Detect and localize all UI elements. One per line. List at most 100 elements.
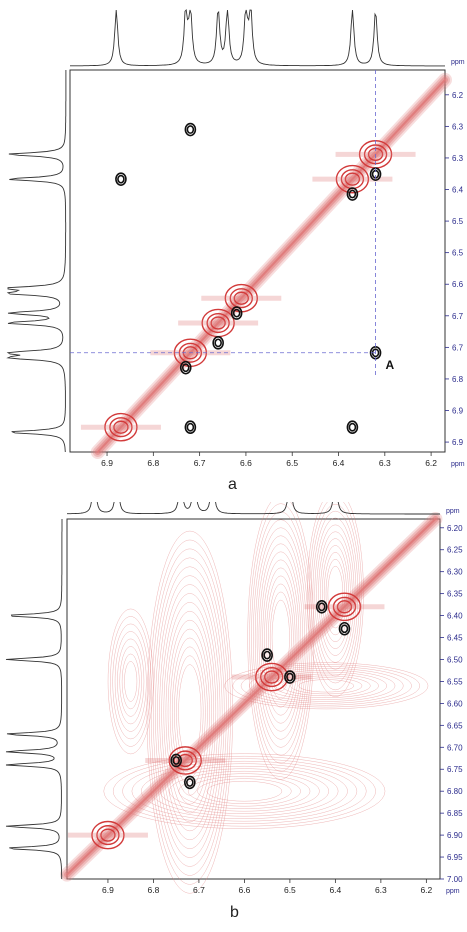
contour-ring [159,768,330,814]
contour-ring [112,623,149,740]
x-tick-label: 6.7 [194,458,206,468]
cross-peak [230,306,243,320]
contour-ring [141,763,348,819]
diagonal-peak-ring [229,288,253,309]
contour-ring [258,543,303,732]
y-tick-label: 6.85 [447,809,463,818]
contour-ring [253,519,309,756]
contour-ring [121,653,140,710]
diagonal-peak-ring [206,312,230,334]
spectrum-a-svg: A 6.9 6.8 6.7 6.6 6.5 6.4 6.3 6.2 ppm 6.2 6.3 6.3 6.4… [6,8,465,468]
diagonal-peak-ring [332,596,357,617]
cross-peak [284,670,296,684]
contour-ring [268,583,294,692]
y-tick-label: 6.90 [447,831,463,840]
diagonal-peak-ring [109,417,133,438]
y-tick-label: 6.5 [452,249,464,258]
x-tick-label: 6.3 [379,458,391,468]
y-tick-label: 6.50 [447,655,463,664]
diagonal-peak-ring [178,342,203,363]
diagonal-peak [67,820,148,850]
y-tick-label: 6.80 [447,787,463,796]
cross-peak-ring [286,672,294,682]
left-projection [5,519,63,879]
cross-peak-ring [346,187,359,201]
contour-ring [282,675,371,697]
cross-peak-label: A [386,358,395,372]
diagonal-peak [201,283,282,313]
cross-peak [184,122,197,137]
cross-peak-ring [284,670,296,684]
cross-peak-ring [317,602,326,612]
contour-ring [240,666,412,706]
diagonal-peak [304,592,385,622]
contour-ring [290,677,363,695]
cross-peak-ring [186,778,194,787]
diagonal-line [66,518,437,876]
cross-peak-ring [181,363,190,373]
diagonal-peak-ring [254,662,289,692]
y-tick-label: 6.9 [452,438,464,447]
contour-ring [114,631,147,732]
cross-peak-ring [340,624,349,634]
diagonal-peak-ring [336,600,353,614]
plot-frame [66,518,441,880]
contour-ring [117,638,145,725]
contour-ring [112,755,376,827]
cross-peak [346,187,359,201]
cross-peak-ring [172,756,180,765]
contour-ring [167,619,212,805]
spectrum-panel-a: A 6.9 6.8 6.7 6.6 6.5 6.4 6.3 6.2 ppm 6.2 6.3 6.3 6.4… [6,8,465,493]
x-tick-label: 6.8 [148,885,160,895]
cross-peak-ring [186,125,195,134]
cross-peak [261,648,273,662]
y-tick-label: 6.60 [447,699,463,708]
x-tick-label: 6.6 [238,885,250,895]
y-tick-label: 6.25 [447,546,463,555]
diagonal-peak-ring [91,820,125,850]
diagonal-peak-ring [113,420,129,434]
y-tick-label: 6.65 [447,721,463,730]
diagonal-peak-ring [96,825,120,846]
diagonal-peak-ring [327,592,362,622]
contour-ring [206,780,283,802]
contour-ring [163,602,217,823]
contour-ring [148,539,231,885]
cross-peak [170,753,182,768]
contour-ring [249,668,404,704]
y-tick-label: 6.70 [447,743,463,752]
contour-ring [256,535,305,740]
y-tick-label: 6.55 [447,677,463,686]
contour-ring [131,760,358,822]
cross-peak-ring [348,422,357,432]
cross-peak-ring [338,621,351,636]
diagonal-peak-ring [259,666,284,688]
diagonal-line [96,78,446,453]
contour-ring [150,548,229,876]
y-tick-label: 6.5 [452,217,464,226]
x-axis-unit: ppm [446,888,460,895]
contour-ring [107,608,154,755]
cross-peak-ring [214,338,222,348]
x-tick-label: 6.3 [375,885,387,895]
diagonal-peak-ring [263,670,280,684]
y-tick-label: 6.4 [452,186,464,195]
contour-ring [157,575,223,849]
y-tick-label: 6.2 [452,91,464,100]
contour-ring [264,567,298,708]
cross-peak [212,336,224,350]
y-tick-label: 6.7 [452,312,464,321]
contour-ring [122,758,367,824]
diagonal-peak [231,662,312,692]
contour-ring [169,770,320,812]
cross-peak-ring [184,775,196,790]
cross-peak-ring [315,600,328,614]
x-tick-label: 6.5 [286,458,298,468]
x-tick-label: 6.2 [425,458,437,468]
broad-contours [103,502,429,894]
cross-peak-ring [348,189,357,199]
contour-ring [161,593,219,832]
diagonal-peak [145,746,226,775]
diagonal-peak-ring [210,316,226,330]
left-projection [6,70,67,453]
